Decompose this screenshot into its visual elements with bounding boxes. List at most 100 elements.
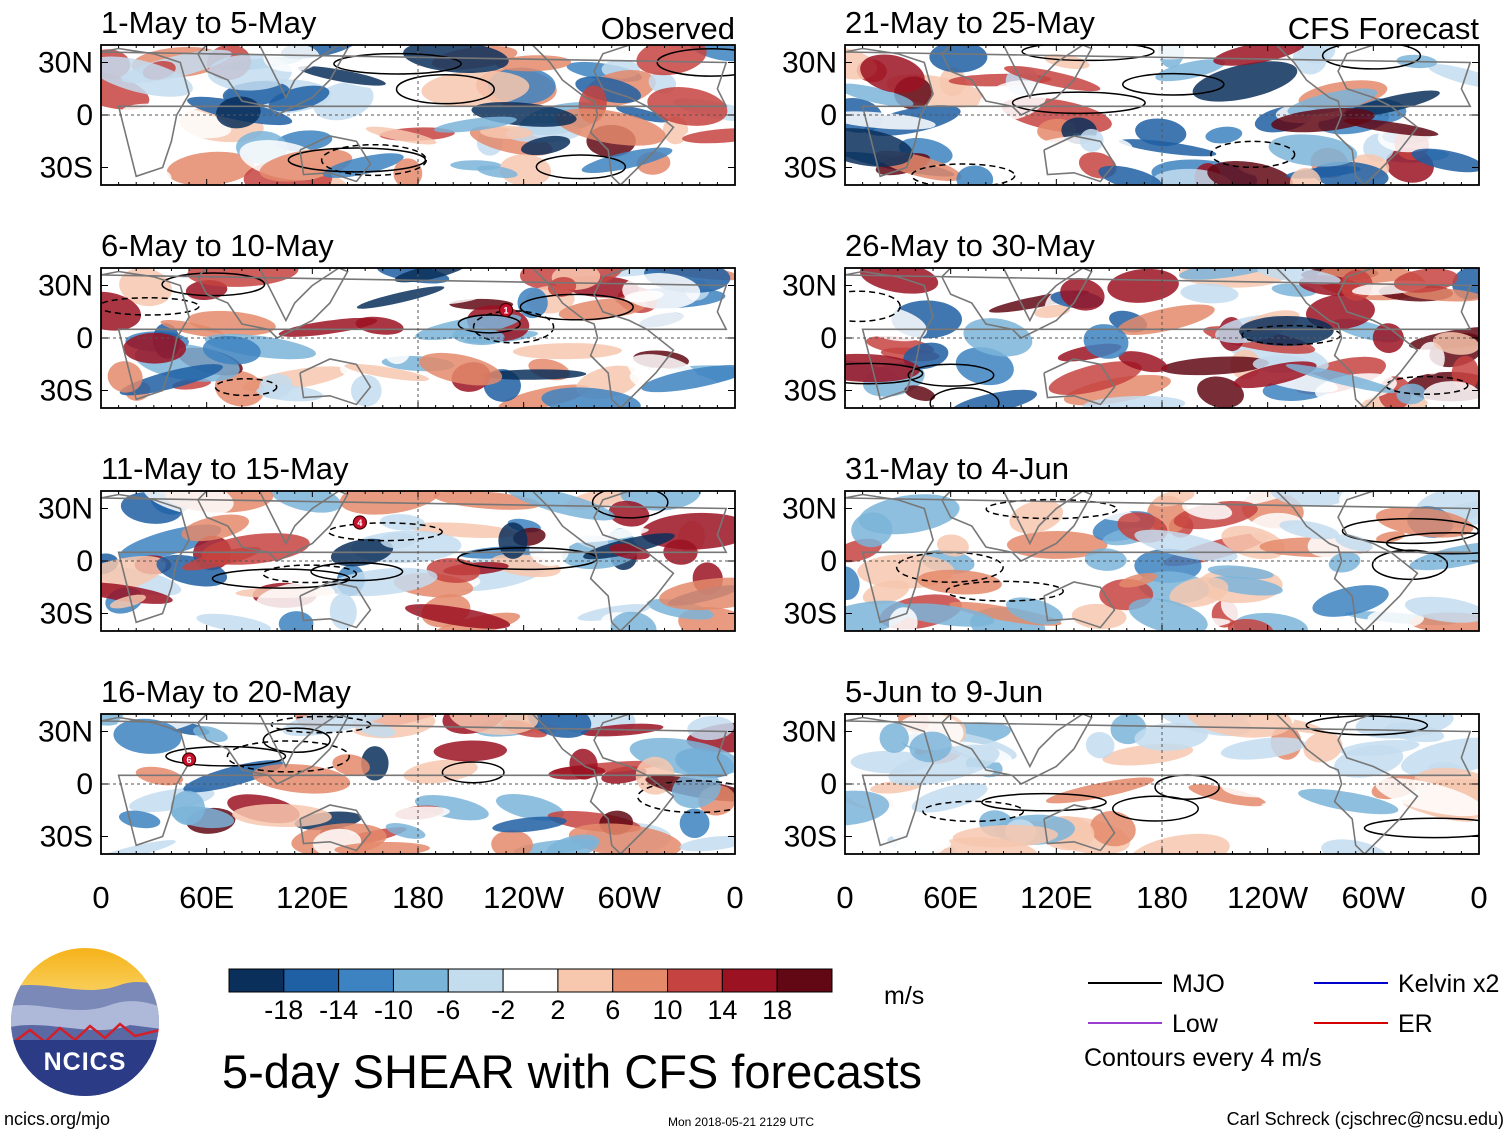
main-title: 5-day SHEAR with CFS forecasts <box>222 1045 922 1098</box>
colorbar-tick-label: 18 <box>762 995 792 1025</box>
coastline <box>299 581 372 629</box>
units-label: m/s <box>884 982 925 1010</box>
shear-blob <box>860 54 925 94</box>
mjo-contour <box>907 363 995 387</box>
storm-marker-circle <box>352 515 367 530</box>
shear-blob <box>541 387 641 408</box>
shear-blob <box>405 604 511 629</box>
mjo-contour <box>845 362 924 385</box>
colorbar-tick-label: -2 <box>491 995 515 1025</box>
shear-blob <box>499 612 604 631</box>
mjo-contour <box>214 378 278 397</box>
shear-blob <box>202 335 261 365</box>
colorbar-swatch <box>283 968 340 993</box>
lat-tick-label: 30S <box>784 598 837 631</box>
mjo-contour <box>591 491 669 519</box>
shear-blob <box>414 794 489 821</box>
shear-blob <box>371 806 450 823</box>
shear-blob <box>1335 534 1373 552</box>
shear-blob <box>1411 148 1479 173</box>
coastline <box>1043 135 1116 183</box>
colorbar-tick-label: -6 <box>436 995 460 1025</box>
lat-tick-label: 0 <box>820 545 837 578</box>
shear-blob <box>433 740 508 762</box>
coastline <box>940 45 1093 116</box>
lon-tick-label: 0 <box>726 880 743 915</box>
shear-blob <box>383 337 411 365</box>
storm-marker-label: 4 <box>357 518 362 528</box>
storm-marker-label: 1 <box>504 306 509 316</box>
shear-blob <box>1339 491 1388 521</box>
shear-field <box>101 45 735 185</box>
panel-0-3: 30N 0 30S 16-May to 20-May 6 <box>38 674 736 855</box>
shear-blob <box>1220 737 1306 760</box>
shear-blob <box>1197 376 1244 408</box>
shear-blob <box>263 45 320 72</box>
coastline <box>299 135 372 183</box>
mjo-contour <box>519 293 634 321</box>
shear-blob <box>936 534 969 557</box>
shear-blob <box>555 108 666 146</box>
shear-blob <box>183 760 283 793</box>
shear-blob <box>616 105 668 123</box>
shear-blob <box>1268 134 1358 167</box>
shear-blob <box>1083 324 1129 359</box>
mjo-contour <box>1021 45 1155 62</box>
panel-1-1: 30N 0 30S 26-May to 30-May <box>782 228 1480 409</box>
column-label: CFS Forecast <box>1288 11 1480 46</box>
lat-tick-label: 30N <box>38 493 93 526</box>
lat-tick-label: 30S <box>40 375 93 408</box>
lon-tick-label: 60W <box>1341 880 1405 915</box>
shear-blob <box>403 759 478 784</box>
panels-layer: 30N 0 30S 1-May to 5-May Observed 30N 0 30S 6-Ma… <box>38 5 1480 855</box>
mjo-contour <box>226 740 350 773</box>
colorbar-tick-label: -18 <box>264 995 303 1025</box>
shear-blob <box>1376 531 1405 543</box>
colorbar-swatch <box>612 968 669 993</box>
shear-blob <box>1107 268 1179 303</box>
lat-tick-label: 30N <box>782 270 837 303</box>
shear-blob <box>620 491 701 511</box>
shear-blob <box>403 45 509 73</box>
coastline <box>1275 268 1419 408</box>
shear-blob <box>492 816 567 833</box>
storm-marker-label: 6 <box>187 755 192 765</box>
shear-blob <box>498 522 528 559</box>
mjo-contour <box>1121 72 1225 96</box>
shear-blob <box>1372 323 1404 353</box>
colorbar-tick-label: 10 <box>653 995 683 1025</box>
coastline <box>1043 804 1116 852</box>
shear-blob <box>385 823 426 839</box>
shear-blob <box>334 841 430 854</box>
shear-blob <box>1289 167 1321 185</box>
mjo-contour <box>929 387 1000 408</box>
shear-blob <box>1401 737 1479 777</box>
coastline <box>531 491 675 631</box>
shear-blob <box>679 835 735 852</box>
shear-blob <box>1060 278 1105 311</box>
lon-tick-label: 180 <box>392 880 444 915</box>
shear-blob <box>1145 45 1234 60</box>
shear-blob <box>119 364 223 396</box>
shear-blob <box>1344 90 1440 118</box>
shear-blob <box>1393 268 1459 293</box>
lat-tick-label: 0 <box>820 768 837 801</box>
shear-blob <box>894 603 995 627</box>
panel-period-title: 16-May to 20-May <box>101 674 351 709</box>
shear-blob <box>181 514 250 542</box>
shear-blob <box>107 361 143 393</box>
colorbar-swatch <box>776 968 833 993</box>
shear-blob <box>1082 395 1186 408</box>
shear-blob <box>491 830 533 854</box>
lon-tick-label: 60E <box>923 880 978 915</box>
shear-blob <box>270 491 342 513</box>
shear-blob <box>1298 788 1399 815</box>
lat-tick-label: 30S <box>40 152 93 185</box>
lon-tick-label: 0 <box>1470 880 1487 915</box>
coastline <box>845 270 1472 401</box>
colorbar-tick-label: 6 <box>605 995 620 1025</box>
storm-marker: 1 <box>498 302 514 318</box>
shear-blob <box>581 147 673 174</box>
shear-blob <box>1134 722 1208 751</box>
mjo-contour <box>1210 140 1296 169</box>
